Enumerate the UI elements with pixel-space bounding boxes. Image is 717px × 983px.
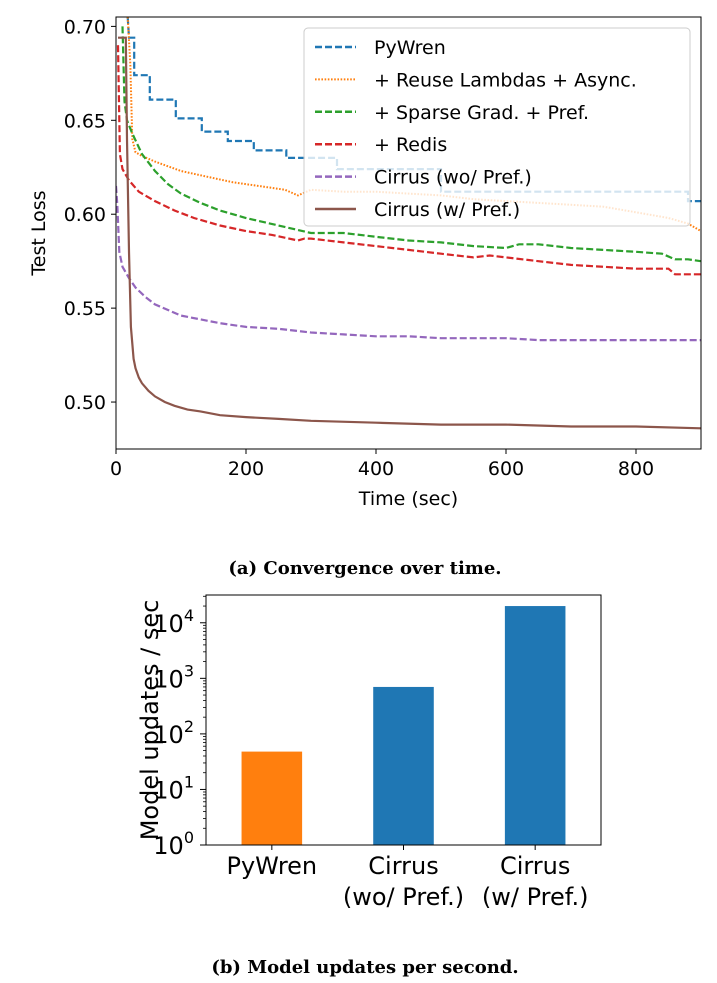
legend-label: + Redis [374, 134, 447, 156]
x-tick-label: 600 [488, 458, 524, 480]
series-line-3 [116, 45, 701, 276]
y-tick-label: 0.60 [64, 204, 106, 226]
bars [241, 606, 566, 845]
series-line-2 [121, 26, 701, 263]
legend-label: Cirrus (wo/ Pref.) [374, 167, 532, 189]
legend-label: + Reuse Lambdas + Async. [374, 69, 637, 91]
x-tick-label: Cirrus [368, 852, 438, 880]
x-tick-label-line2: (w/ Pref.) [482, 883, 589, 911]
updates-bar-chart: 100 101 102 103 104 PyWren Cirrus (wo/ Pref.) C… [136, 594, 602, 911]
legend: PyWren + Reuse Lambdas + Async. + Sparse G… [303, 27, 691, 227]
x-tick-label: PyWren [227, 852, 318, 880]
y-tick-label: 0.65 [64, 110, 106, 132]
y-tick-label: 0.70 [64, 16, 106, 38]
bar-0 [241, 751, 303, 845]
x-axis-ticks: 0 200 400 600 800 [110, 449, 654, 480]
x-tick-label: Cirrus [500, 852, 570, 880]
plot-frame [115, 16, 702, 450]
y-tick-label: 0.50 [64, 392, 106, 414]
x-axis-ticks: PyWren Cirrus (wo/ Pref.) Cirrus (w/ Pref.) [227, 845, 589, 911]
y-tick-label: 103 [153, 661, 194, 693]
bar-1 [373, 686, 434, 845]
convergence-chart: PyWren + Reuse Lambdas + Async. + Sparse G… [28, 16, 702, 510]
bar-2 [504, 606, 566, 845]
caption-b: (b) Model updates per second. [211, 957, 518, 978]
x-tick-label: 200 [228, 458, 264, 480]
y-tick-label: 101 [153, 772, 194, 804]
y-axis-label: Test Loss [28, 190, 50, 276]
y-axis-ticks: 100 101 102 103 104 [153, 595, 206, 860]
y-axis-label: Model updates / sec [136, 600, 164, 841]
x-tick-label-line2: (wo/ Pref.) [343, 883, 464, 911]
legend-label: + Sparse Grad. + Pref. [374, 102, 589, 124]
y-axis-ticks: 0.50 0.55 0.60 0.65 0.70 [64, 16, 116, 414]
x-axis-label: Time (sec) [358, 488, 458, 510]
legend-box [303, 27, 691, 227]
y-tick-label: 104 [153, 606, 194, 638]
caption-a: (a) Convergence over time. [228, 558, 501, 579]
x-tick-label: 0 [110, 458, 122, 480]
legend-label: Cirrus (w/ Pref.) [374, 199, 520, 221]
x-tick-label: 800 [618, 458, 654, 480]
y-tick-label: 100 [153, 828, 194, 860]
legend-label: PyWren [374, 37, 446, 59]
series-line-5 [118, 36, 701, 430]
series-line-4 [116, 185, 701, 342]
x-tick-label: 400 [358, 458, 394, 480]
y-tick-label: 0.55 [64, 298, 106, 320]
y-tick-label: 102 [153, 717, 194, 749]
